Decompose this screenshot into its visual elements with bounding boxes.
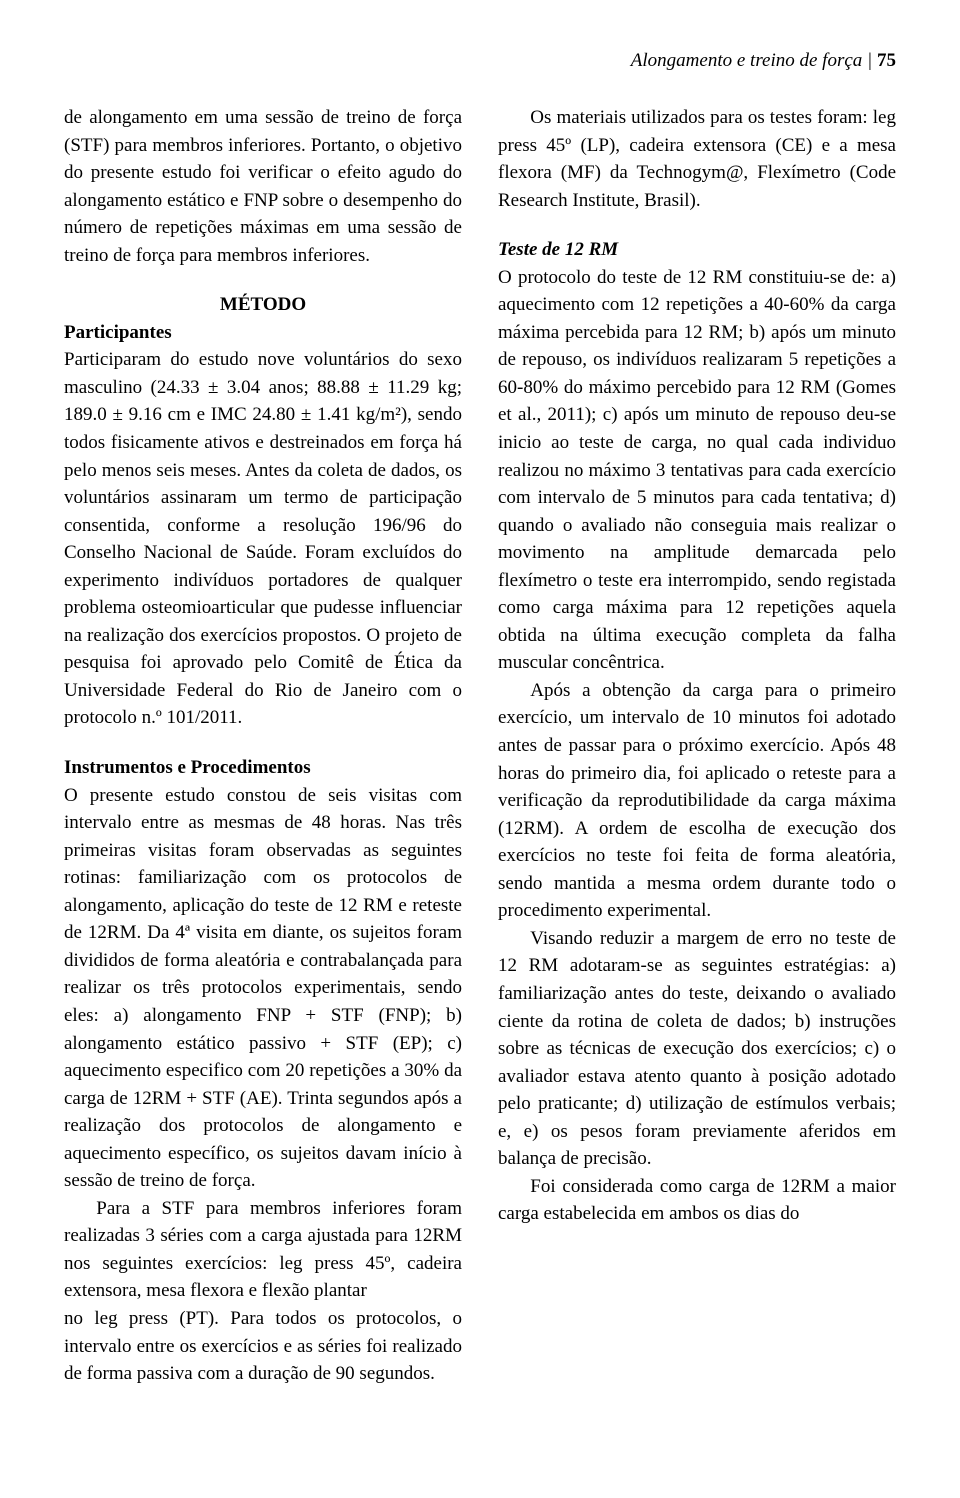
page-number: 75	[877, 50, 896, 71]
paragraph: O protocolo do teste de 12 RM constituiu…	[498, 264, 896, 677]
running-header: Alongamento e treino de força | 75	[64, 50, 896, 72]
paragraph: O presente estudo constou de seis visita…	[64, 782, 462, 1195]
paragraph: Os materiais utilizados para os testes f…	[498, 104, 896, 214]
subsection-title-participantes: Participantes	[64, 319, 462, 347]
subsection-title-teste12rm: Teste de 12 RM	[498, 236, 896, 264]
subsection-title-instrumentos: Instrumentos e Procedimentos	[64, 754, 462, 782]
running-header-text: Alongamento e treino de força |	[631, 50, 877, 71]
paragraph: Visando reduzir a margem de erro no test…	[498, 925, 896, 1173]
paragraph: Foi considerada como carga de 12RM a mai…	[498, 1173, 896, 1228]
paragraph: Participaram do estudo nove voluntários …	[64, 346, 462, 732]
paragraph: Após a obtenção da carga para o primeiro…	[498, 677, 896, 925]
two-column-body: de alongamento em uma sessão de treino d…	[64, 104, 896, 1434]
paragraph: Para a STF para membros inferiores foram…	[64, 1195, 462, 1305]
paragraph: de alongamento em uma sessão de treino d…	[64, 104, 462, 269]
section-title-metodo: MÉTODO	[64, 291, 462, 319]
paragraph: no leg press (PT). Para todos os protoco…	[64, 1305, 462, 1388]
